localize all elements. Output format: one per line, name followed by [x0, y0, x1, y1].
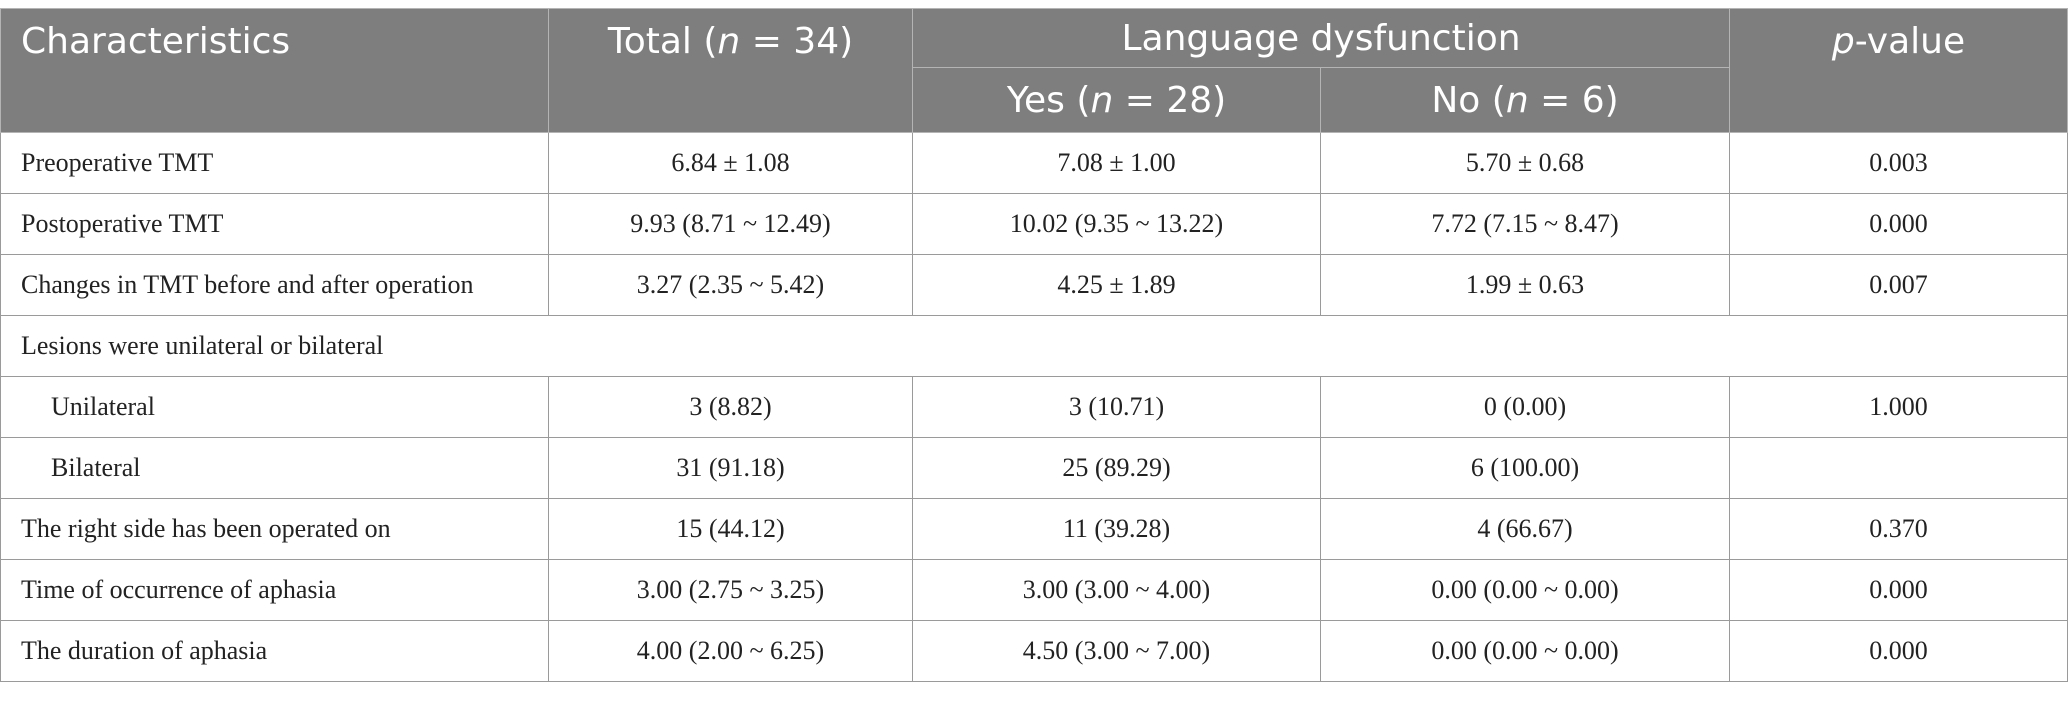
cell-no: 0 (0.00)	[1319, 376, 1731, 438]
table-header: Characteristics Total (n = 34) Language …	[0, 8, 2068, 133]
row-label: Bilateral	[0, 437, 549, 499]
table-row: Changes in TMT before and after operatio…	[0, 254, 2068, 316]
table-row: Unilateral 3 (8.82) 3 (10.71) 0 (0.00) 1…	[0, 376, 2068, 438]
cell-p-value: 0.003	[1729, 132, 2068, 194]
row-label: The duration of aphasia	[0, 620, 549, 682]
cell-p-value	[1729, 437, 2068, 499]
table-row: Time of occurrence of aphasia 3.00 (2.75…	[0, 559, 2068, 621]
cell-yes: 7.08 ± 1.00	[912, 132, 1321, 194]
table-row: Preoperative TMT 6.84 ± 1.08 7.08 ± 1.00…	[0, 132, 2068, 194]
cell-p-value: 0.000	[1729, 193, 2068, 255]
cell-total: 3.00 (2.75 ~ 3.25)	[548, 559, 913, 621]
cell-total: 6.84 ± 1.08	[548, 132, 913, 194]
row-label: Changes in TMT before and after operatio…	[0, 254, 549, 316]
table-row: The right side has been operated on 15 (…	[0, 498, 2068, 560]
row-label: Preoperative TMT	[0, 132, 549, 194]
header-p-value: p-value	[1729, 8, 2068, 133]
cell-yes: 11 (39.28)	[912, 498, 1321, 560]
cell-p-value: 0.000	[1729, 620, 2068, 682]
row-label: The right side has been operated on	[0, 498, 549, 560]
cell-p-value: 0.370	[1729, 498, 2068, 560]
header-no: No (n = 6)	[1319, 67, 1731, 133]
cell-no: 7.72 (7.15 ~ 8.47)	[1319, 193, 1731, 255]
header-yes: Yes (n = 28)	[912, 67, 1321, 133]
table-row: The duration of aphasia 4.00 (2.00 ~ 6.2…	[0, 620, 2068, 682]
cell-no: 1.99 ± 0.63	[1319, 254, 1731, 316]
cell-no: 0.00 (0.00 ~ 0.00)	[1319, 559, 1731, 621]
cell-no: 0.00 (0.00 ~ 0.00)	[1319, 620, 1731, 682]
header-language-dysfunction: Language dysfunction	[911, 8, 1731, 68]
cell-p-value: 0.007	[1729, 254, 2068, 316]
cell-p-value: 0.000	[1729, 559, 2068, 621]
cell-yes: 10.02 (9.35 ~ 13.22)	[912, 193, 1321, 255]
cell-no: 6 (100.00)	[1319, 437, 1731, 499]
cell-no: 4 (66.67)	[1319, 498, 1731, 560]
cell-yes: 3.00 (3.00 ~ 4.00)	[912, 559, 1321, 621]
cell-total: 4.00 (2.00 ~ 6.25)	[548, 620, 913, 682]
cell-total: 15 (44.12)	[548, 498, 913, 560]
cell-total: 9.93 (8.71 ~ 12.49)	[548, 193, 913, 255]
cell-no: 5.70 ± 0.68	[1319, 132, 1731, 194]
characteristics-table: Characteristics Total (n = 34) Language …	[0, 8, 2068, 682]
cell-yes: 4.25 ± 1.89	[912, 254, 1321, 316]
cell-total: 31 (91.18)	[548, 437, 913, 499]
table-body: Preoperative TMT 6.84 ± 1.08 7.08 ± 1.00…	[0, 132, 2068, 682]
row-label: Lesions were unilateral or bilateral	[0, 315, 2068, 377]
cell-p-value: 1.000	[1729, 376, 2068, 438]
cell-yes: 3 (10.71)	[912, 376, 1321, 438]
table-row-group-heading: Lesions were unilateral or bilateral	[0, 315, 2068, 377]
header-characteristics: Characteristics	[0, 8, 549, 133]
row-label: Time of occurrence of aphasia	[0, 559, 549, 621]
cell-total: 3.27 (2.35 ~ 5.42)	[548, 254, 913, 316]
row-label: Postoperative TMT	[0, 193, 549, 255]
table-row: Bilateral 31 (91.18) 25 (89.29) 6 (100.0…	[0, 437, 2068, 499]
cell-yes: 4.50 (3.00 ~ 7.00)	[912, 620, 1321, 682]
cell-yes: 25 (89.29)	[912, 437, 1321, 499]
cell-total: 3 (8.82)	[548, 376, 913, 438]
header-total: Total (n = 34)	[548, 8, 913, 133]
table-row: Postoperative TMT 9.93 (8.71 ~ 12.49) 10…	[0, 193, 2068, 255]
row-label: Unilateral	[0, 376, 549, 438]
